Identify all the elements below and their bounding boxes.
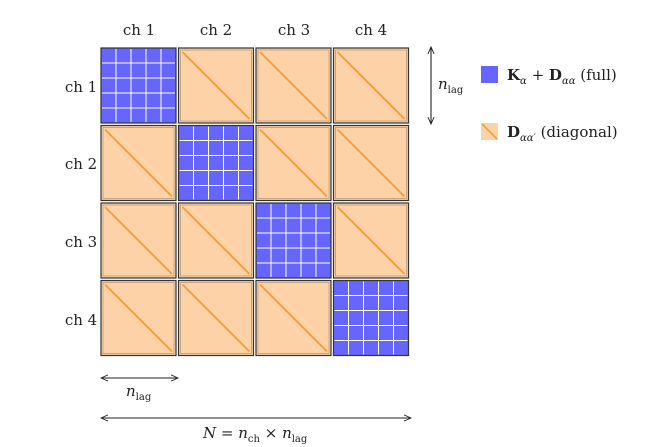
matrix-blocks — [100, 47, 410, 357]
diagonal-block-inner-border — [335, 127, 407, 199]
legend-item-full: Kα + Dαα (full) — [481, 66, 617, 87]
diagonal-block-inner-border — [102, 127, 175, 199]
diagonal-line — [104, 283, 173, 353]
diagonal-block-inner-border — [180, 49, 252, 122]
row-label-ch2: ch 2 — [65, 155, 97, 173]
diagonal-block-inner-border — [257, 49, 330, 122]
block-height-dimension: nlag — [431, 47, 464, 124]
block-height-label: nlag — [438, 75, 464, 96]
diagonal-block-inner-border — [180, 204, 252, 277]
legend-label-diagonal: Dαα′ (diagonal) — [507, 123, 618, 144]
block-r3-c4-diagonal — [332, 202, 410, 279]
block-r2-c4-diagonal — [332, 124, 410, 202]
col-label-ch2: ch 2 — [200, 21, 232, 39]
diagonal-block-inner-border — [102, 282, 175, 354]
block-r3-c3-full — [255, 202, 332, 279]
column-labels: ch 1 ch 2 ch 3 ch 4 — [123, 21, 387, 39]
block-r3-c2-diagonal — [177, 202, 255, 279]
full-block-fill — [255, 202, 332, 279]
diagonal-line — [104, 128, 173, 198]
block-r4-c2-diagonal — [177, 279, 255, 357]
diagonal-line — [181, 283, 251, 353]
row-label-ch4: ch 4 — [65, 311, 97, 329]
full-block-fill — [100, 47, 177, 124]
diagonal-block-inner-border — [257, 282, 330, 354]
row-label-ch1: ch 1 — [65, 78, 97, 96]
block-r4-c3-diagonal — [255, 279, 332, 357]
diagonal-block-inner-border — [257, 127, 330, 199]
diagonal-line — [104, 206, 173, 275]
col-label-ch3: ch 3 — [278, 21, 310, 39]
diagonal-line — [259, 51, 328, 120]
col-label-ch4: ch 4 — [355, 21, 387, 39]
block-r1-c1-full — [100, 47, 177, 124]
diagonal-block-inner-border — [102, 204, 175, 277]
legend-item-diagonal: Dαα′ (diagonal) — [481, 123, 618, 144]
legend-label-full: Kα + Dαα (full) — [507, 66, 617, 87]
block-r4-c4-full — [332, 279, 410, 357]
block-r1-c3-diagonal — [255, 47, 332, 124]
block-width-label: nlag — [126, 382, 152, 403]
diagonal-block-inner-border — [180, 282, 252, 354]
row-label-ch3: ch 3 — [65, 233, 97, 251]
block-r4-c1-diagonal — [100, 279, 177, 357]
block-r2-c2-full — [177, 124, 255, 202]
block-r1-c4-diagonal — [332, 47, 410, 124]
total-size-label: N = nch × nlag — [202, 424, 308, 445]
diagonal-line — [181, 51, 251, 120]
diagonal-line — [336, 128, 406, 198]
block-r3-c1-diagonal — [100, 202, 177, 279]
diagonal-block-inner-border — [335, 49, 407, 122]
legend: Kα + Dαα (full) Dαα′ (diagonal) — [481, 66, 618, 144]
diagonal-line — [259, 128, 328, 198]
row-labels: ch 1 ch 2 ch 3 ch 4 — [65, 78, 97, 329]
diagonal-line — [259, 283, 328, 353]
block-r2-c3-diagonal — [255, 124, 332, 202]
full-block-fill — [177, 124, 255, 202]
diagonal-line — [336, 51, 406, 120]
block-width-dimension: nlag — [101, 378, 178, 403]
full-block-fill — [332, 279, 410, 357]
total-size-dimension: N = nch × nlag — [101, 418, 411, 445]
legend-swatch-full — [481, 66, 498, 83]
legend-swatch-diagonal-line — [481, 123, 498, 140]
diagonal-line — [181, 206, 251, 275]
diagonal-line — [336, 206, 406, 275]
diagonal-block-inner-border — [335, 204, 407, 277]
block-r2-c1-diagonal — [100, 124, 177, 202]
col-label-ch1: ch 1 — [123, 21, 155, 39]
block-r1-c2-diagonal — [177, 47, 255, 124]
